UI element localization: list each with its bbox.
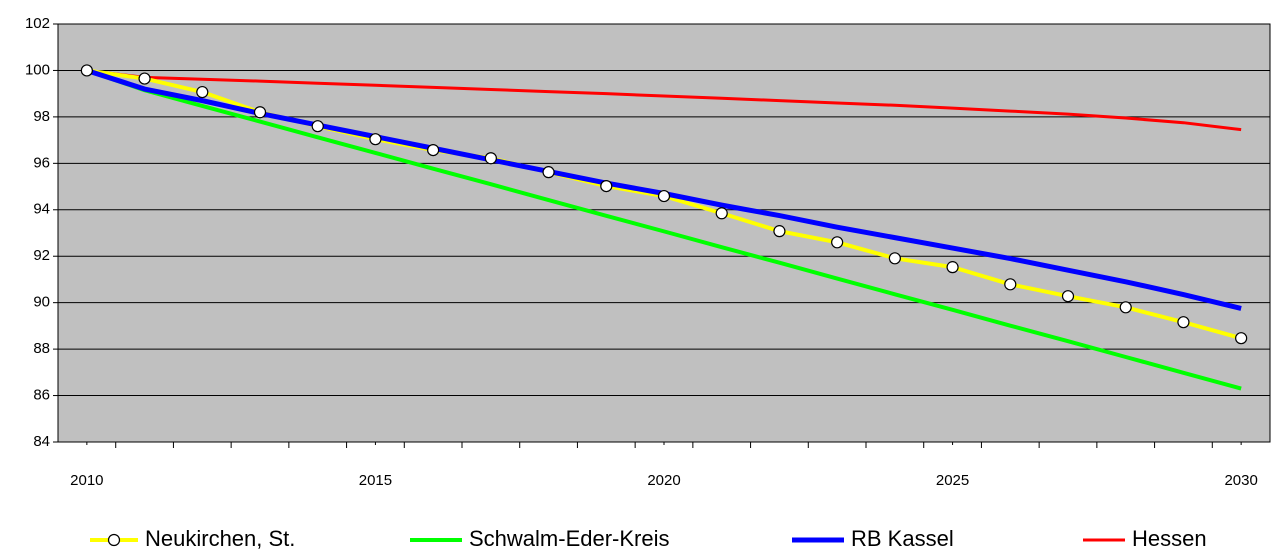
y-tick-label: 96 <box>33 154 50 171</box>
x-tick-label: 2025 <box>936 472 969 489</box>
point-marker <box>773 225 786 238</box>
y-tick-label: 86 <box>33 387 50 404</box>
point-marker <box>1004 278 1017 291</box>
x-tick-label: 2020 <box>647 472 680 489</box>
series-line <box>86 68 1242 132</box>
point-marker <box>831 236 844 249</box>
point-marker <box>600 179 613 193</box>
y-tick-label: 92 <box>33 247 50 264</box>
y-tick-label: 94 <box>33 201 50 218</box>
point-marker <box>946 261 959 274</box>
point-marker <box>542 166 555 179</box>
point-marker <box>657 189 671 203</box>
point-marker <box>715 207 728 220</box>
point-marker <box>427 143 440 157</box>
point-marker <box>1061 290 1075 303</box>
point-marker <box>1119 301 1132 314</box>
legend-label: RB Kassel <box>851 526 954 551</box>
legend-label: Hessen <box>1132 526 1207 551</box>
point-marker <box>138 72 151 85</box>
y-tick-label: 102 <box>25 15 50 32</box>
point-marker <box>484 152 497 165</box>
point-marker <box>1177 316 1190 329</box>
point-marker <box>1235 332 1248 345</box>
legend-label: Schwalm-Eder-Kreis <box>469 526 670 551</box>
series-line <box>86 68 1242 391</box>
point-marker <box>196 85 209 99</box>
legend-marker <box>107 533 121 547</box>
y-tick-label: 90 <box>33 294 50 311</box>
point-marker <box>80 64 93 77</box>
point-marker <box>253 106 267 119</box>
legend-label: Neukirchen, St. <box>145 526 295 551</box>
point-marker <box>888 252 901 265</box>
x-tick-label: 2015 <box>359 472 392 489</box>
y-tick-label: 88 <box>33 340 50 357</box>
y-tick-label: 98 <box>33 108 50 125</box>
x-tick-label: 2010 <box>70 472 103 489</box>
x-tick-label: 2030 <box>1224 472 1257 489</box>
point-marker <box>311 120 324 133</box>
y-tick-label: 100 <box>25 61 50 78</box>
point-marker <box>369 133 382 146</box>
y-tick-label: 84 <box>33 433 50 450</box>
